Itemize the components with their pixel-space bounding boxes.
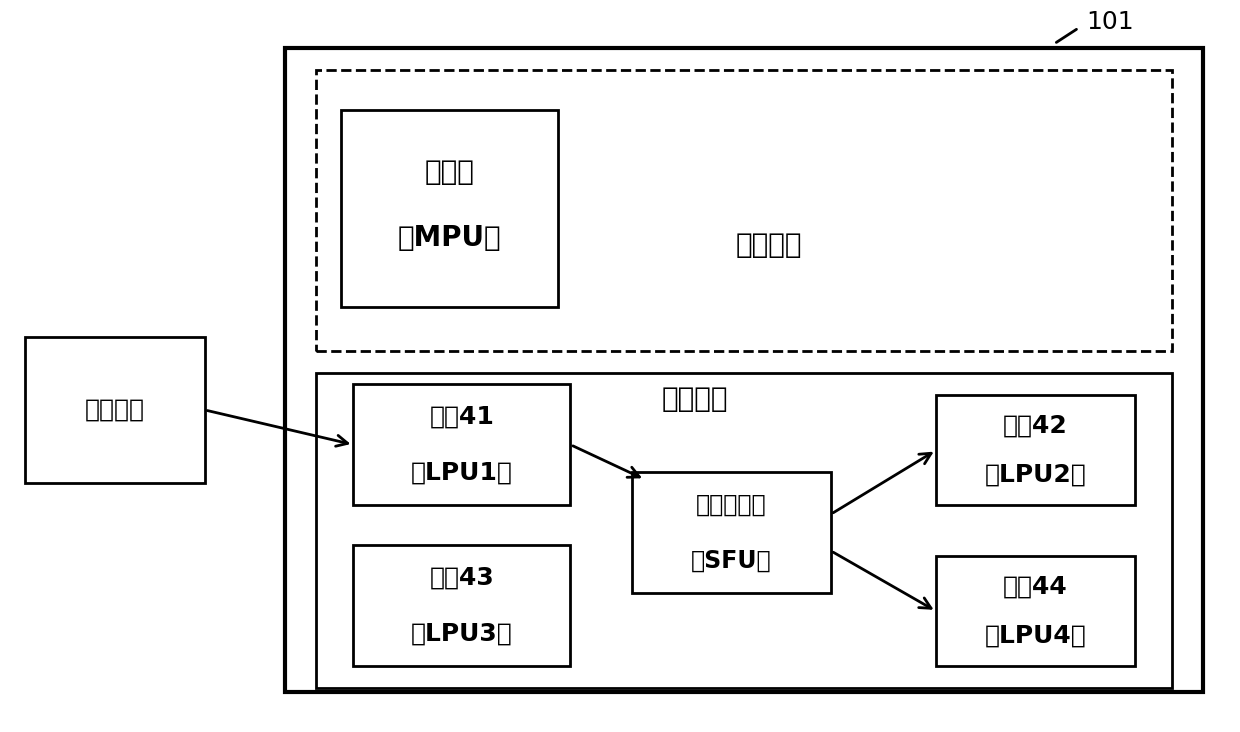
Text: 主控卡: 主控卡 (424, 158, 475, 186)
Text: 交换矩阵卡: 交换矩阵卡 (697, 493, 766, 517)
Text: （MPU）: （MPU） (398, 224, 501, 252)
Bar (316, 373, 1172, 688)
Text: （LPU3）: （LPU3） (410, 621, 513, 646)
Text: （LPU1）: （LPU1） (410, 460, 513, 485)
Text: （SFU）: （SFU） (691, 548, 773, 572)
Text: 线北44: 线北44 (1003, 575, 1068, 599)
Bar (353, 384, 570, 505)
Bar (25, 337, 205, 483)
Text: 101: 101 (1086, 10, 1133, 34)
Bar (341, 110, 558, 307)
Text: 外部设备: 外部设备 (84, 398, 145, 422)
Text: 线北43: 线北43 (429, 566, 495, 590)
Bar (316, 70, 1172, 351)
Bar (936, 556, 1135, 666)
Text: 转发层面: 转发层面 (661, 385, 728, 413)
Bar (936, 395, 1135, 505)
Bar (285, 48, 1203, 692)
Bar (632, 472, 831, 593)
Text: 线北42: 线北42 (1003, 414, 1068, 438)
Text: 线北41: 线北41 (429, 405, 495, 429)
Text: （LPU4）: （LPU4） (985, 624, 1086, 647)
Text: 控制层面: 控制层面 (735, 231, 802, 259)
Text: （LPU2）: （LPU2） (985, 463, 1086, 486)
Bar (353, 545, 570, 666)
